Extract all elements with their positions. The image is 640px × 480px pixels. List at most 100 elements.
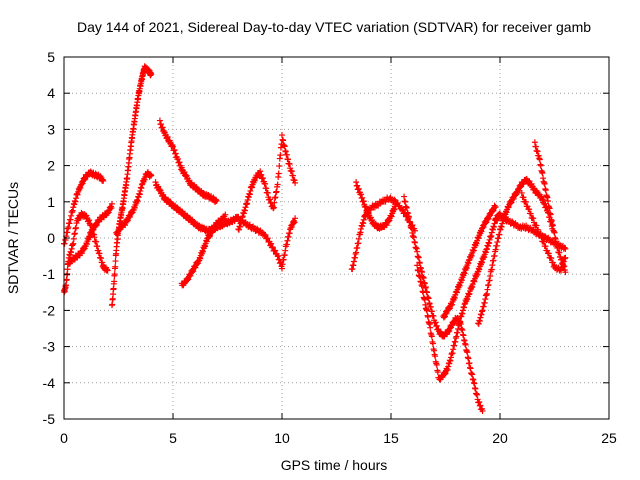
y-tick-label: 4 xyxy=(47,85,55,101)
series-track-H xyxy=(178,211,229,289)
data-point xyxy=(462,341,469,348)
data-point xyxy=(268,240,275,247)
data-point xyxy=(530,215,537,222)
y-tick-label: -1 xyxy=(43,266,56,282)
data-point xyxy=(539,170,546,177)
data-point xyxy=(269,244,276,251)
x-tick-label: 0 xyxy=(60,430,68,446)
data-point xyxy=(465,355,472,362)
data-point xyxy=(537,162,544,169)
data-point xyxy=(548,255,555,262)
data-point xyxy=(540,238,547,245)
data-point xyxy=(546,205,553,212)
data-point xyxy=(419,283,426,290)
series-track-F xyxy=(156,117,220,206)
data-point xyxy=(292,179,299,186)
data-point xyxy=(536,156,543,163)
data-point xyxy=(544,198,551,204)
data-point xyxy=(100,177,107,184)
data-point xyxy=(434,369,441,376)
data-point xyxy=(545,250,552,257)
y-axis-label: SDTVAR / TECUs xyxy=(5,182,21,294)
data-point xyxy=(542,187,549,194)
data-point xyxy=(272,247,279,254)
series-track-A xyxy=(61,168,107,247)
data-point xyxy=(547,211,554,218)
series-track-S xyxy=(518,189,569,274)
data-point xyxy=(433,361,440,368)
data-point xyxy=(496,231,503,238)
data-point xyxy=(537,231,544,238)
series-track-P xyxy=(475,175,556,327)
data-point xyxy=(420,289,427,296)
series-track-L xyxy=(353,179,399,232)
data-point xyxy=(423,307,430,314)
data-point xyxy=(533,222,540,229)
data-point xyxy=(277,152,284,159)
y-tick-label: 5 xyxy=(47,49,55,65)
data-point xyxy=(538,234,545,241)
data-point xyxy=(457,318,464,325)
axis-ticks xyxy=(63,56,610,420)
x-tick-label: 25 xyxy=(601,430,617,446)
data-point xyxy=(561,244,568,251)
y-tick-label: 2 xyxy=(47,158,55,174)
data-point xyxy=(391,196,398,203)
data-point xyxy=(479,407,486,414)
data-point xyxy=(276,163,283,170)
y-tick-label: -4 xyxy=(43,375,56,391)
series-track-E xyxy=(113,169,155,238)
data-point xyxy=(425,313,432,320)
data-point xyxy=(262,231,269,238)
data-point xyxy=(429,340,436,347)
data-point xyxy=(428,333,435,340)
grid xyxy=(64,57,609,419)
y-tick-label: -2 xyxy=(43,302,56,318)
x-axis-label: GPS time / hours xyxy=(281,457,388,473)
data-point xyxy=(520,194,527,201)
series-track-C xyxy=(65,200,115,267)
data-point xyxy=(264,235,271,242)
data-point xyxy=(421,296,428,303)
data-point xyxy=(213,198,220,204)
x-tick-label: 15 xyxy=(383,430,399,446)
y-tick-label: -5 xyxy=(43,411,56,427)
x-tick-label: 20 xyxy=(492,430,508,446)
data-point xyxy=(526,206,533,213)
data-point xyxy=(104,267,111,274)
series-track-O xyxy=(440,202,499,321)
data-point xyxy=(492,204,499,211)
x-tick-label: 10 xyxy=(274,430,290,446)
data-point xyxy=(392,203,399,210)
data-point xyxy=(399,206,406,213)
data-point xyxy=(111,278,118,285)
data-point xyxy=(464,349,471,356)
data-point xyxy=(549,222,556,229)
series-track-J xyxy=(235,215,299,272)
data-point xyxy=(542,243,549,250)
data-points xyxy=(61,63,569,414)
data-point xyxy=(562,245,569,252)
data-point xyxy=(112,258,119,265)
data-point xyxy=(222,211,229,218)
y-tick-label: 3 xyxy=(47,121,55,137)
data-point xyxy=(522,199,529,206)
data-point xyxy=(111,271,118,278)
data-point xyxy=(562,254,569,261)
data-point xyxy=(552,236,559,243)
data-point xyxy=(112,263,119,270)
chart-title: Day 144 of 2021, Sidereal Day-to-day VTE… xyxy=(77,19,591,35)
series-track-D xyxy=(108,63,155,309)
y-tick-label: 0 xyxy=(47,230,55,246)
series-track-I xyxy=(235,132,299,233)
data-point xyxy=(551,229,558,236)
data-point xyxy=(108,200,115,207)
data-point xyxy=(541,180,548,187)
x-tick-label: 5 xyxy=(169,430,177,446)
data-point xyxy=(148,172,155,179)
data-point xyxy=(275,170,282,177)
data-point xyxy=(292,215,299,222)
data-point xyxy=(527,210,534,217)
